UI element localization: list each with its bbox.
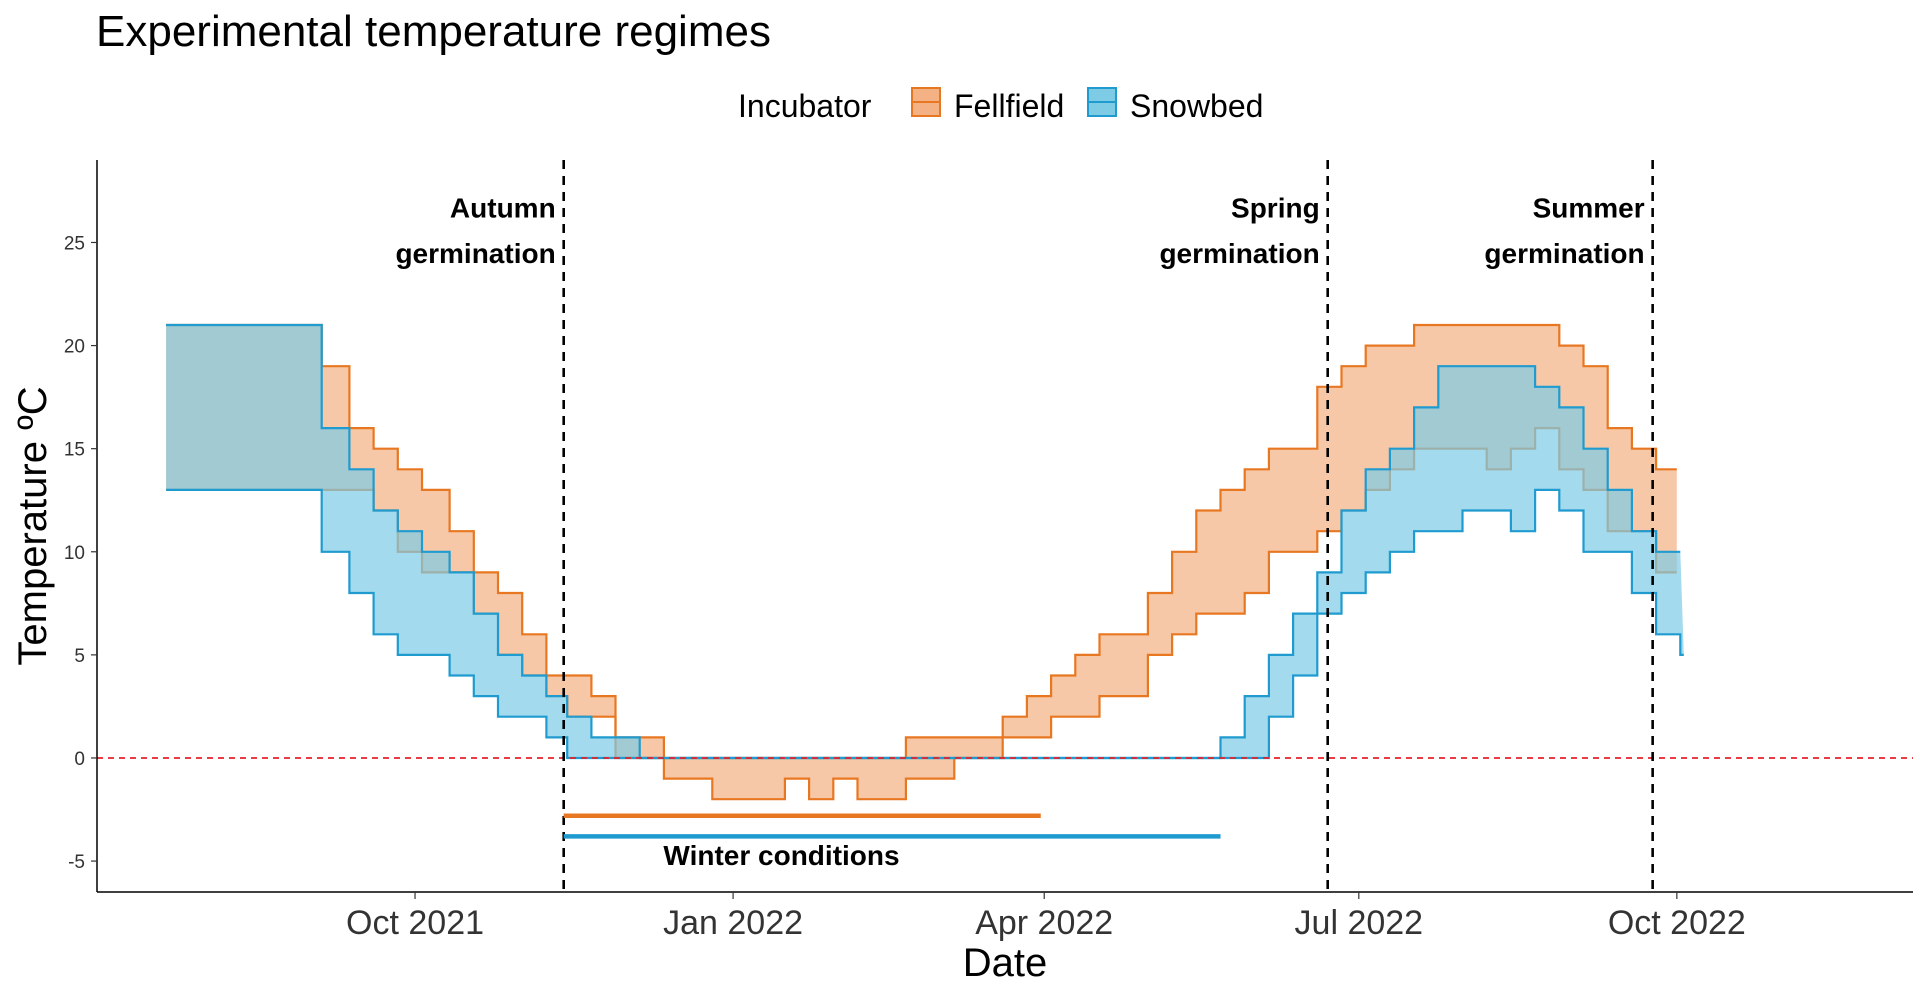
x-tick-label: Apr 2022: [975, 904, 1113, 942]
annotation-1-line-0: Spring: [1231, 193, 1320, 224]
x-tick-label: Oct 2021: [346, 904, 484, 942]
annotations: Autumn germination Spring germination Summer…: [395, 193, 1644, 871]
x-tick-label: Oct 2022: [1608, 904, 1746, 942]
annotation-2-line-0: Summer: [1533, 193, 1645, 224]
legend-key-fellfield: Fellfield: [911, 87, 1064, 124]
legend-label-snowbed: Snowbed: [1130, 88, 1263, 124]
legend-title: Incubator: [738, 88, 872, 124]
snowbed-ribbon: [166, 325, 1684, 758]
legend-key-snowbed: Snowbed: [1087, 87, 1263, 124]
annotation-2-line-1: germination: [1484, 238, 1644, 269]
snowbed-max-line: [166, 323, 1681, 760]
y-tick-label: 10: [64, 543, 85, 564]
fellfield-max-line: [166, 323, 1677, 760]
x-tick-label: Jan 2022: [663, 904, 803, 942]
legend: Incubator Fellfield Snowbed: [738, 87, 1263, 124]
y-tick-label: 5: [74, 646, 85, 667]
x-axis-title: Date: [963, 941, 1048, 985]
y-tick-label: 15: [64, 440, 85, 461]
chart-title: Experimental temperature regimes: [96, 7, 771, 56]
y-tick-label: 25: [64, 233, 85, 254]
y-tick-label: 0: [74, 749, 85, 770]
y-axis-ticks: -5 0 5 10 15 20 25: [64, 233, 97, 873]
x-axis-ticks: Oct 2021 Jan 2022 Apr 2022 Jul 2022 Oct 2022: [346, 892, 1746, 942]
annotation-0-line-0: Autumn: [450, 193, 556, 224]
reference-lines: [97, 160, 1913, 892]
legend-label-fellfield: Fellfield: [954, 88, 1064, 124]
annotation-3-line-0: Winter conditions: [663, 840, 899, 871]
y-tick-label: -5: [68, 852, 85, 873]
y-tick-label: 20: [64, 337, 85, 358]
winter-segments: [563, 813, 1221, 839]
annotation-0-line-1: germination: [395, 238, 555, 269]
x-tick-label: Jul 2022: [1295, 904, 1424, 942]
annotation-1-line-1: germination: [1159, 238, 1319, 269]
y-axis-title: Temperature ºC: [11, 386, 55, 665]
snowbed-min-line: [166, 488, 1684, 760]
ribbons: [166, 323, 1684, 801]
plot-panel: Autumn germination Spring germination Summer…: [64, 160, 1913, 942]
